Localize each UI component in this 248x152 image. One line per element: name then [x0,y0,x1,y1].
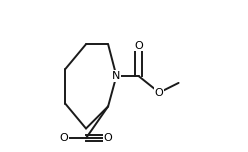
Text: O: O [60,133,68,143]
Text: O: O [104,133,113,143]
Text: O: O [134,41,143,51]
Text: N: N [112,71,121,81]
Text: O: O [155,88,164,98]
